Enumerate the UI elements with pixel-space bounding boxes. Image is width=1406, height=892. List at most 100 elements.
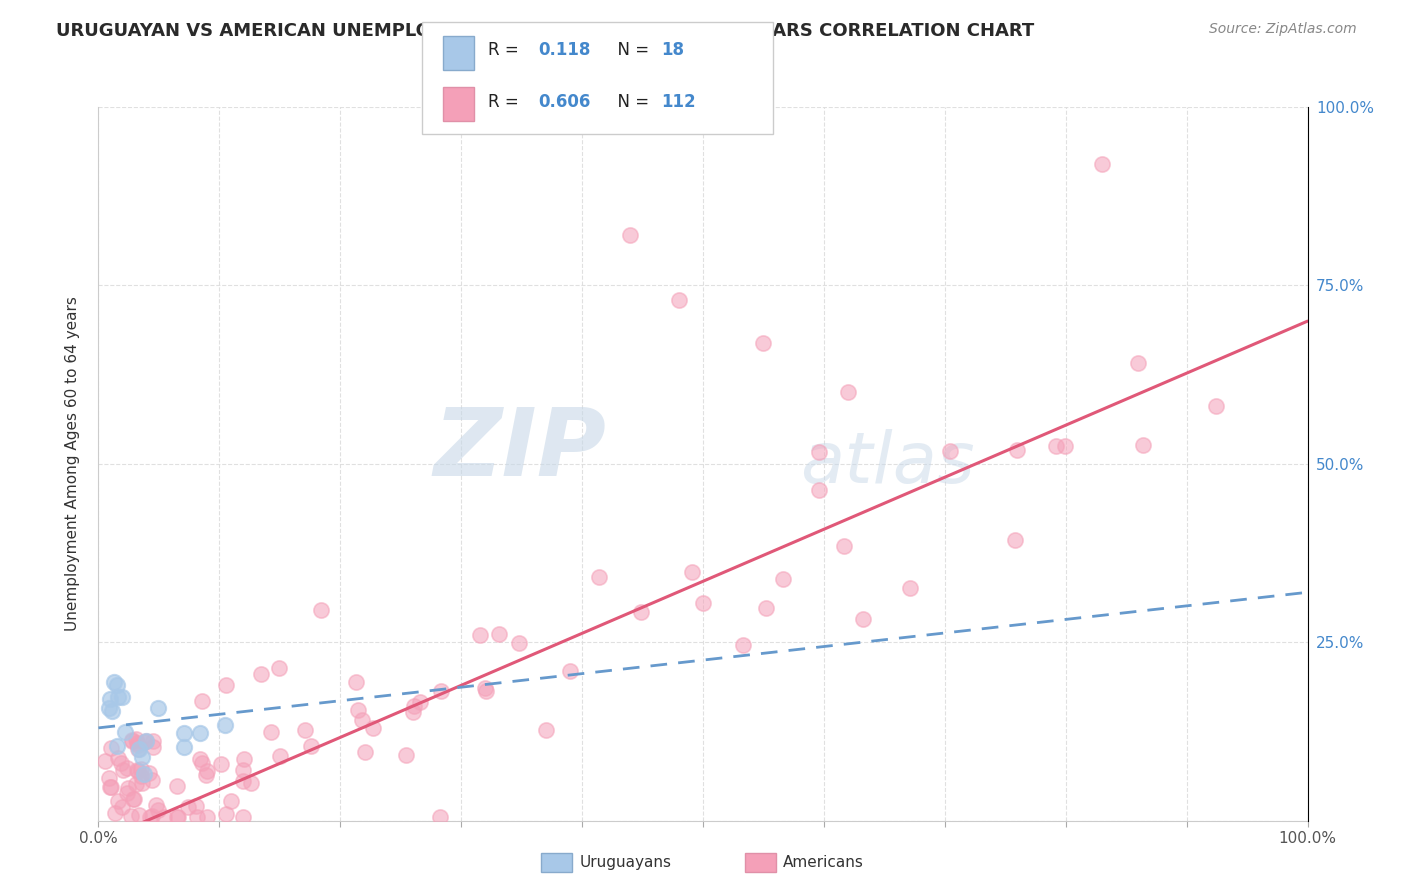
Point <box>125 736 148 750</box>
Text: ZIP: ZIP <box>433 403 606 496</box>
Text: atlas: atlas <box>800 429 974 499</box>
Point <box>772 572 794 586</box>
Point <box>269 661 291 675</box>
Text: 0.118: 0.118 <box>538 41 591 60</box>
Point <box>186 810 208 824</box>
Text: R =: R = <box>488 41 524 60</box>
Point <box>474 681 496 695</box>
Point <box>128 808 150 822</box>
Text: 18: 18 <box>661 41 683 60</box>
Point <box>361 721 384 735</box>
Text: 112: 112 <box>661 93 696 111</box>
Point <box>1045 439 1067 453</box>
Point <box>173 740 195 755</box>
Point <box>124 777 146 791</box>
Point <box>141 772 163 787</box>
Point <box>195 810 218 824</box>
Point <box>1126 356 1149 370</box>
Text: Source: ZipAtlas.com: Source: ZipAtlas.com <box>1209 22 1357 37</box>
Text: N =: N = <box>607 93 655 111</box>
Point <box>115 786 138 800</box>
Point <box>97 701 120 715</box>
Point <box>145 797 167 812</box>
Point <box>834 539 856 553</box>
Point <box>115 761 138 775</box>
Point <box>560 664 582 678</box>
Point <box>232 773 254 788</box>
Point <box>1004 533 1026 547</box>
Point <box>94 754 117 768</box>
Point <box>402 705 425 719</box>
Point <box>129 762 152 776</box>
Point <box>138 765 160 780</box>
Point <box>125 732 148 747</box>
Point <box>173 726 195 740</box>
Point <box>105 678 128 692</box>
Point <box>142 733 165 747</box>
Point <box>209 756 232 771</box>
Point <box>98 771 121 785</box>
Point <box>111 690 134 705</box>
Point <box>121 733 143 747</box>
Point <box>1091 157 1114 171</box>
Point <box>142 739 165 754</box>
Point <box>127 764 149 779</box>
Text: Uruguayans: Uruguayans <box>579 855 671 870</box>
Point <box>128 742 150 756</box>
Point <box>508 636 530 650</box>
Point <box>129 769 152 783</box>
Point <box>100 780 122 795</box>
Point <box>112 763 135 777</box>
Point <box>219 794 242 808</box>
Point <box>534 723 557 737</box>
Point <box>807 445 830 459</box>
Point <box>837 385 859 400</box>
Point <box>488 627 510 641</box>
Point <box>470 628 492 642</box>
Point <box>141 808 163 822</box>
Point <box>167 810 190 824</box>
Point <box>114 725 136 739</box>
Point <box>214 718 236 732</box>
Point <box>117 780 139 795</box>
Point <box>668 293 690 307</box>
Point <box>752 335 775 350</box>
Point <box>107 794 129 808</box>
Point <box>101 704 124 718</box>
Point <box>146 701 169 715</box>
Point <box>402 699 425 714</box>
Text: R =: R = <box>488 93 524 111</box>
Point <box>103 674 125 689</box>
Point <box>233 752 256 766</box>
Point <box>131 775 153 789</box>
Y-axis label: Unemployment Among Ages 60 to 64 years: Unemployment Among Ages 60 to 64 years <box>65 296 80 632</box>
Point <box>121 791 143 805</box>
Point <box>900 581 922 595</box>
Point <box>166 810 188 824</box>
Point <box>301 739 323 753</box>
Point <box>104 805 127 820</box>
Point <box>619 228 641 243</box>
Point <box>588 570 610 584</box>
Point <box>231 810 253 824</box>
Point <box>430 684 453 698</box>
Point <box>1205 399 1227 413</box>
Point <box>409 695 432 709</box>
Point <box>166 779 188 793</box>
Point <box>681 565 703 579</box>
Point <box>127 764 149 778</box>
Point <box>692 596 714 610</box>
Point <box>1007 442 1029 457</box>
Text: 0.606: 0.606 <box>538 93 591 111</box>
Point <box>132 766 155 780</box>
Point <box>105 739 128 753</box>
Point <box>111 800 134 814</box>
Text: Americans: Americans <box>783 855 865 870</box>
Point <box>100 740 122 755</box>
Point <box>120 809 142 823</box>
Point <box>346 703 368 717</box>
Point <box>127 741 149 756</box>
Point <box>350 713 373 727</box>
Point <box>269 749 291 764</box>
Point <box>395 747 418 762</box>
